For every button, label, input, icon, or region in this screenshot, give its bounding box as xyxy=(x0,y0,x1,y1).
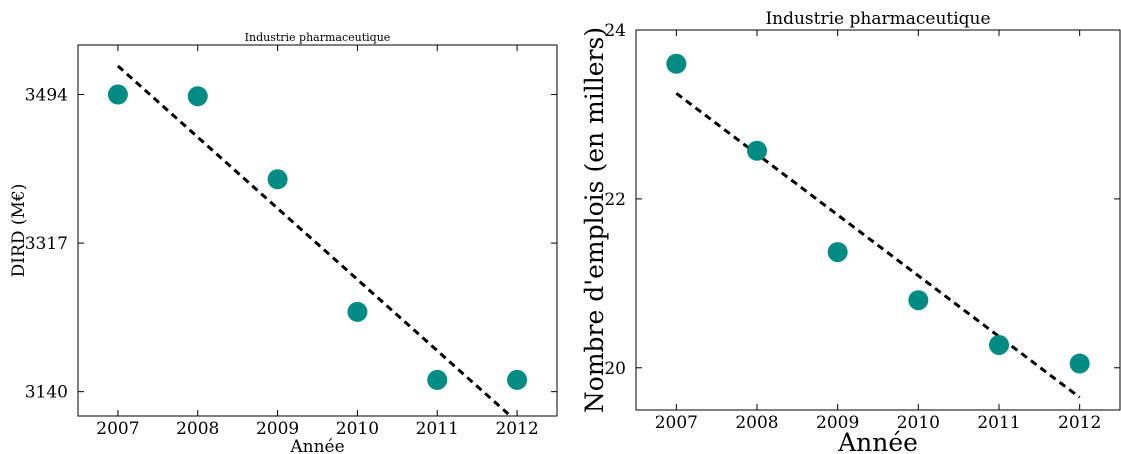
x-tick-label: 2007 xyxy=(96,419,139,439)
data-point xyxy=(747,140,767,161)
trend-line xyxy=(116,64,513,416)
data-point xyxy=(187,86,208,107)
y-tick-label: 24 xyxy=(604,21,626,41)
x-tick-label: 2007 xyxy=(655,413,698,433)
chart-title: Industrie pharmaceutique xyxy=(245,31,391,44)
data-point xyxy=(1069,353,1090,374)
trend-line xyxy=(675,92,1081,399)
chart-title: Industrie pharmaceutique xyxy=(765,9,990,29)
y-axis-label: DIRD (M€) xyxy=(9,184,29,278)
y-tick-label: 3494 xyxy=(25,86,68,106)
x-tick-label: 2010 xyxy=(336,419,379,439)
plot-frame xyxy=(635,29,1121,411)
x-axis-label: Année xyxy=(837,428,918,454)
x-tick-label: 2008 xyxy=(735,413,778,433)
x-tick-label: 2009 xyxy=(816,413,859,433)
y-tick-label: 20 xyxy=(604,359,626,379)
data-point xyxy=(427,369,448,390)
chart-panel-1: Industrie pharmaceutique 2007 2008 2009 2010… xyxy=(9,31,558,454)
x-tick-label: 2008 xyxy=(176,419,219,439)
y-tick-label: 22 xyxy=(604,190,626,210)
data-point xyxy=(347,301,368,322)
y-tick-label: 3317 xyxy=(25,234,68,254)
data-point xyxy=(507,369,528,390)
data-point xyxy=(107,84,128,105)
x-tick-label: 2011 xyxy=(416,419,459,439)
y-axis-label: Nombre d'emplois (en millers) xyxy=(580,27,609,413)
x-tick-label: 2009 xyxy=(256,419,299,439)
x-tick-label: 2012 xyxy=(1058,413,1101,433)
x-axis-label: Année xyxy=(289,437,344,454)
x-tick-label: 2012 xyxy=(495,419,538,439)
data-point xyxy=(908,290,929,311)
chart-panel-2: Industrie pharmaceutique 2007 2008 2009 2010… xyxy=(580,9,1121,454)
x-tick-label: 2010 xyxy=(897,413,940,433)
x-tick-label: 2011 xyxy=(977,413,1020,433)
data-point xyxy=(827,242,848,263)
y-tick-label: 3140 xyxy=(25,383,68,403)
data-point xyxy=(989,334,1009,355)
data-point xyxy=(267,169,288,190)
plot-frame xyxy=(77,44,558,417)
data-point xyxy=(666,53,687,74)
